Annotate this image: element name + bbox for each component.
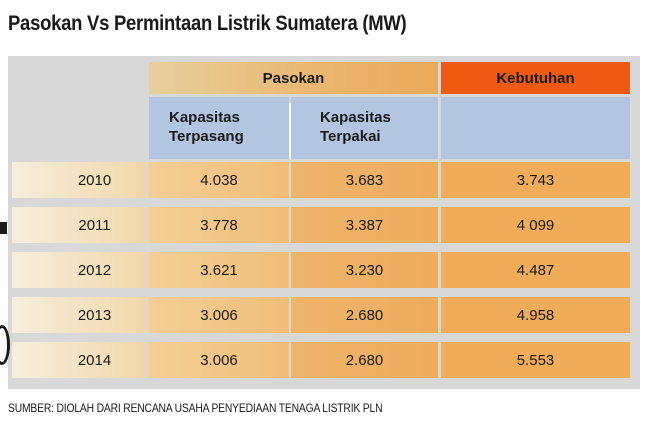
- source-note: SUMBER: DIOLAH DARI RENCANA USAHA PENYED…: [8, 401, 383, 415]
- subheader-terpasang-line2: Terpasang: [169, 128, 244, 145]
- cell-terpasang: 3.006: [149, 342, 289, 378]
- subheader-kebutuhan-blank: [441, 97, 630, 159]
- cell-kebutuhan: 4.958: [441, 297, 630, 333]
- header-kebutuhan: Kebutuhan: [441, 62, 630, 94]
- edge-arc: [0, 325, 10, 365]
- cell-kebutuhan: 5.553: [441, 342, 630, 378]
- cell-kebutuhan: 3.743: [441, 162, 630, 198]
- cell-kebutuhan: 4.487: [441, 252, 630, 288]
- cell-terpakai: 3.230: [291, 252, 438, 288]
- row-year: 2012: [12, 252, 147, 288]
- cell-terpakai: 3.387: [291, 207, 438, 243]
- subheader-kapasitas-terpasang: Kapasitas Terpasang: [149, 97, 289, 159]
- cell-terpakai: 2.680: [291, 297, 438, 333]
- row-year: 2014: [12, 342, 147, 378]
- row-year: 2011: [12, 207, 147, 243]
- chart-title: Pasokan Vs Permintaan Listrik Sumatera (…: [8, 12, 407, 35]
- cell-terpasang: 4.038: [149, 162, 289, 198]
- cell-terpakai: 2.680: [291, 342, 438, 378]
- cell-terpasang: 3.778: [149, 207, 289, 243]
- cell-terpasang: 3.621: [149, 252, 289, 288]
- cell-kebutuhan: 4 099: [441, 207, 630, 243]
- subheader-terpakai-line2: Terpakai: [320, 128, 381, 145]
- row-year: 2013: [12, 297, 147, 333]
- subheader-terpakai-line1: Kapasitas: [320, 109, 391, 126]
- edge-mark: [0, 222, 7, 234]
- subheader-kapasitas-terpakai: Kapasitas Terpakai: [291, 97, 438, 159]
- cell-terpakai: 3.683: [291, 162, 438, 198]
- subheader-divider: [289, 103, 291, 159]
- row-year: 2010: [12, 162, 147, 198]
- subheader-terpasang-line1: Kapasitas: [169, 109, 240, 126]
- header-pasokan: Pasokan: [149, 62, 438, 94]
- cell-terpasang: 3.006: [149, 297, 289, 333]
